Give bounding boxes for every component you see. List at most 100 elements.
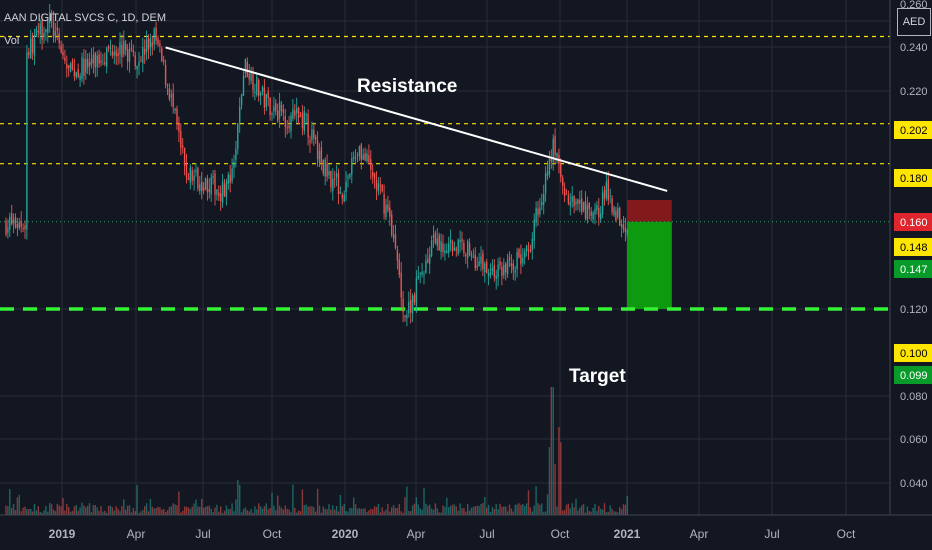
volume-bar (579, 507, 581, 515)
candle-body (413, 294, 416, 303)
target-zone (627, 221, 672, 309)
volume-bar (237, 479, 239, 515)
volume-bar (254, 506, 256, 515)
volume-bar (90, 512, 93, 515)
volume-bars (5, 387, 628, 515)
candle-body (12, 219, 15, 224)
candle-body (617, 207, 619, 218)
candle-body (75, 72, 77, 77)
volume-bar (326, 509, 328, 515)
volume-bar (472, 506, 475, 515)
volume-bar (81, 502, 83, 515)
candle-body (468, 243, 471, 255)
candle-body (14, 217, 17, 228)
candle-body (516, 251, 518, 270)
volume-bar (505, 506, 507, 515)
volume-bar (522, 503, 524, 515)
volume-bar (277, 495, 279, 515)
candle-body (206, 179, 209, 193)
candle-body (603, 189, 606, 200)
candle-body (237, 123, 239, 149)
candle-body (619, 208, 621, 226)
candle-body (22, 227, 24, 229)
volume-bar (9, 488, 11, 515)
volume-bar (107, 505, 110, 515)
candle-body (381, 184, 383, 192)
time-scale (0, 515, 932, 550)
volume-bar (354, 504, 357, 515)
candle-body (394, 234, 397, 249)
candle-body (45, 29, 47, 33)
candle-body (140, 60, 142, 62)
candle-body (5, 220, 7, 235)
trend-line[interactable] (165, 46, 668, 192)
resistance-annotation: Resistance (357, 76, 458, 97)
volume-bar (109, 505, 112, 515)
price-label-text: 0.180 (900, 173, 928, 185)
volume-bar (50, 504, 53, 515)
volume-bar (94, 504, 96, 515)
candle-body (415, 278, 418, 306)
candle-body (620, 224, 623, 228)
volume-bar (11, 507, 13, 515)
volume-bar (322, 506, 324, 515)
volume-bar (506, 511, 509, 515)
candle-body (296, 108, 298, 114)
volume-bar (250, 509, 252, 515)
volume-bar (353, 497, 355, 515)
volume-bar (347, 511, 349, 515)
volume-bar (218, 511, 220, 515)
candle-body (341, 194, 343, 199)
volume-bar (573, 507, 575, 515)
symbol-title: AAN DIGITAL SVCS C, 1D, DEM (4, 12, 166, 24)
candle-body (434, 232, 437, 244)
horizontal-levels (0, 35, 890, 311)
volume-bar (611, 508, 613, 515)
volume-bar (351, 508, 353, 515)
candle-body (544, 173, 547, 194)
candle-body (145, 39, 148, 53)
volume-bar (491, 507, 494, 515)
candle-body (505, 263, 507, 273)
candle-body (328, 171, 330, 176)
volume-bar (495, 504, 497, 515)
candle-body (64, 57, 66, 61)
volume-bar (267, 509, 269, 515)
volume-bar (96, 507, 98, 515)
candle-body (263, 87, 266, 108)
candle-body (531, 238, 533, 251)
volume-bar (12, 503, 15, 515)
currency-badge[interactable]: AED (897, 8, 931, 36)
candle-body (111, 51, 114, 57)
volume-bar (56, 503, 58, 515)
candle-body (235, 149, 237, 160)
candle-body (360, 144, 362, 160)
target-annotation: Target (569, 366, 626, 387)
candle-body (543, 193, 545, 205)
volume-bar (345, 511, 347, 515)
candle-body (261, 86, 264, 92)
volume-bar (28, 509, 30, 515)
volume-bar (121, 505, 123, 515)
volume-bar (164, 512, 167, 515)
candle-body (487, 273, 490, 277)
volume-bar (569, 508, 571, 515)
volume-bar (14, 510, 17, 515)
candle-body (387, 204, 389, 211)
volume-bar (288, 509, 290, 515)
volume-bar (406, 486, 408, 515)
candle-body (575, 201, 577, 205)
volume-bar (140, 511, 142, 515)
candle-body (520, 254, 522, 265)
candle-body (586, 204, 589, 221)
candle-body (398, 259, 400, 275)
candle-body (157, 38, 159, 45)
volume-bar (501, 506, 503, 515)
candle-body (37, 30, 39, 33)
volume-bar (62, 498, 64, 515)
volume-bar (571, 503, 573, 515)
candle-body (256, 76, 258, 95)
volume-bar (147, 511, 150, 515)
volume-bar (166, 510, 169, 515)
